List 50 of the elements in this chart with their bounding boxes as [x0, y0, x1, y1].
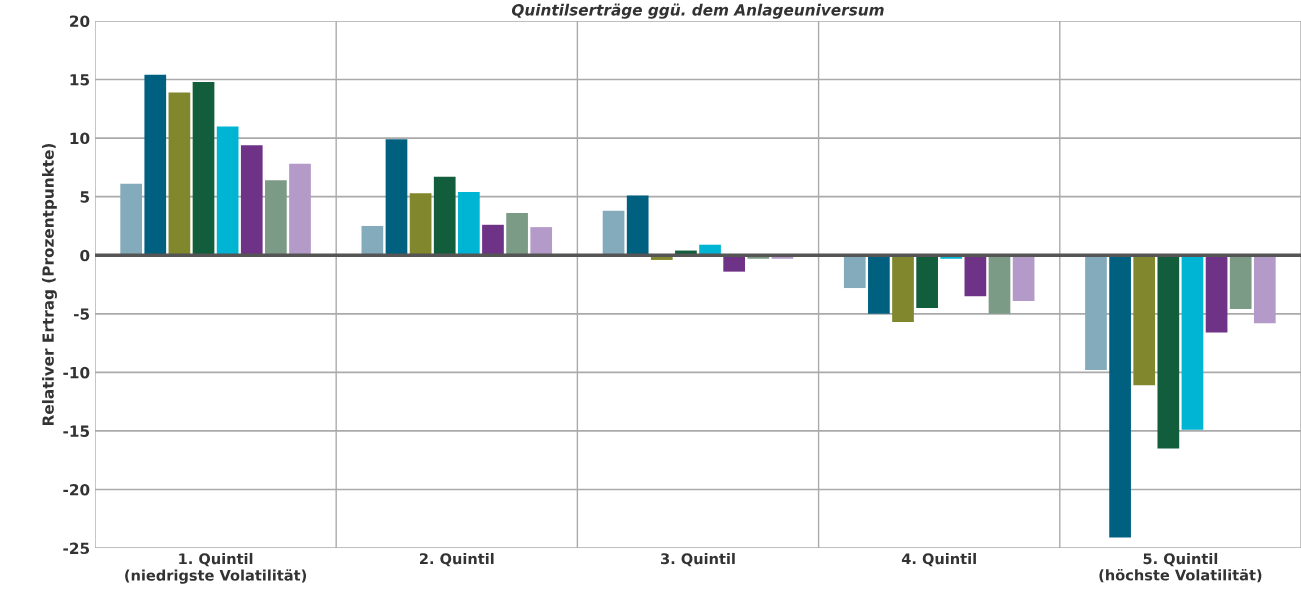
bar — [843, 255, 866, 289]
bar — [1229, 255, 1252, 310]
y-tick-label: 0 — [80, 249, 90, 262]
bar — [530, 227, 553, 256]
bar — [240, 145, 263, 256]
y-tick-label: -10 — [63, 366, 90, 379]
y-tick-label: -25 — [63, 542, 90, 555]
bar — [192, 81, 215, 256]
bar — [144, 74, 167, 256]
bar — [1157, 255, 1180, 449]
y-tick-label: -5 — [73, 308, 90, 320]
bar — [916, 255, 938, 308]
y-tick-label: 10 — [70, 132, 90, 145]
bar — [602, 210, 625, 256]
bar — [964, 255, 987, 297]
bar — [1133, 255, 1156, 386]
bar — [868, 255, 890, 314]
y-tick-label: 5 — [80, 191, 90, 203]
bar — [1253, 255, 1276, 324]
chart-title: Quintilserträge ggü. dem Anlageuniversum — [511, 3, 884, 19]
x-tick-label: 2. Quintil — [419, 552, 494, 567]
bar — [289, 163, 311, 256]
y-tick-label: 20 — [70, 15, 90, 27]
bar — [1085, 255, 1107, 371]
bar — [409, 193, 432, 256]
x-tick-label: 3. Quintil — [661, 552, 735, 567]
x-tick-label: 5. Quintil (höchste Volatilität) — [1099, 552, 1262, 583]
bar — [482, 224, 504, 256]
bar — [216, 126, 239, 256]
x-tick-label: 1. Quintil (niedrigste Volatilität) — [125, 552, 307, 584]
y-tick-label: -20 — [63, 483, 90, 496]
bar — [1205, 255, 1228, 333]
bar — [1181, 255, 1204, 430]
bar — [1109, 255, 1131, 538]
bar — [361, 225, 384, 256]
bar — [892, 255, 914, 323]
bar — [457, 191, 480, 256]
bar — [506, 213, 528, 256]
bar — [385, 139, 408, 256]
y-tick-label: -15 — [63, 425, 90, 437]
bar — [265, 180, 287, 256]
bar — [988, 255, 1011, 314]
bar — [1012, 255, 1035, 301]
y-tick-label: 15 — [70, 74, 90, 86]
bar — [626, 195, 649, 256]
bar — [120, 183, 143, 256]
x-tick-label: 4. Quintil — [901, 552, 976, 567]
bar — [433, 176, 456, 256]
bar — [168, 92, 191, 256]
y-axis-title: Relativer Ertrag (Prozentpunkte) — [42, 143, 57, 426]
